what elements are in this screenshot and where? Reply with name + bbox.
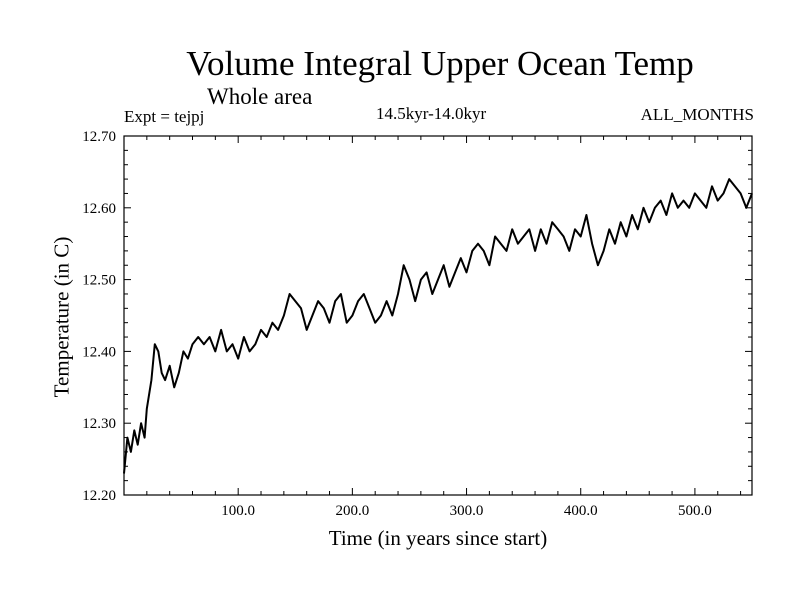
period-label: 14.5kyr-14.0kyr [376, 104, 487, 123]
y-tick-label: 12.60 [82, 201, 116, 217]
y-tick-label: 12.40 [82, 344, 116, 360]
chart-subtitle: Whole area [207, 84, 313, 109]
x-tick-label: 500.0 [678, 503, 712, 519]
x-axis-label: Time (in years since start) [328, 526, 548, 550]
experiment-label: Expt = tejpj [124, 107, 205, 126]
plot-frame [123, 135, 753, 496]
axis-ticks [124, 136, 752, 495]
chart-title: Volume Integral Upper Ocean Temp [186, 44, 694, 83]
months-label: ALL_MONTHS [640, 105, 754, 124]
x-tick-label: 100.0 [221, 503, 255, 519]
y-tick-label: 12.20 [82, 488, 116, 504]
temperature-series-line [123, 178, 753, 474]
x-tick-label: 300.0 [450, 503, 484, 519]
y-tick-label: 12.50 [82, 273, 116, 289]
axis-tick-labels: 100.0 200.0 300.0 400.0 500.0 12.20 12.30 12.40… [82, 129, 712, 519]
y-tick-label: 12.30 [82, 416, 116, 432]
x-tick-label: 200.0 [335, 503, 369, 519]
y-tick-label: 12.70 [82, 129, 116, 145]
x-tick-label: 400.0 [564, 503, 598, 519]
